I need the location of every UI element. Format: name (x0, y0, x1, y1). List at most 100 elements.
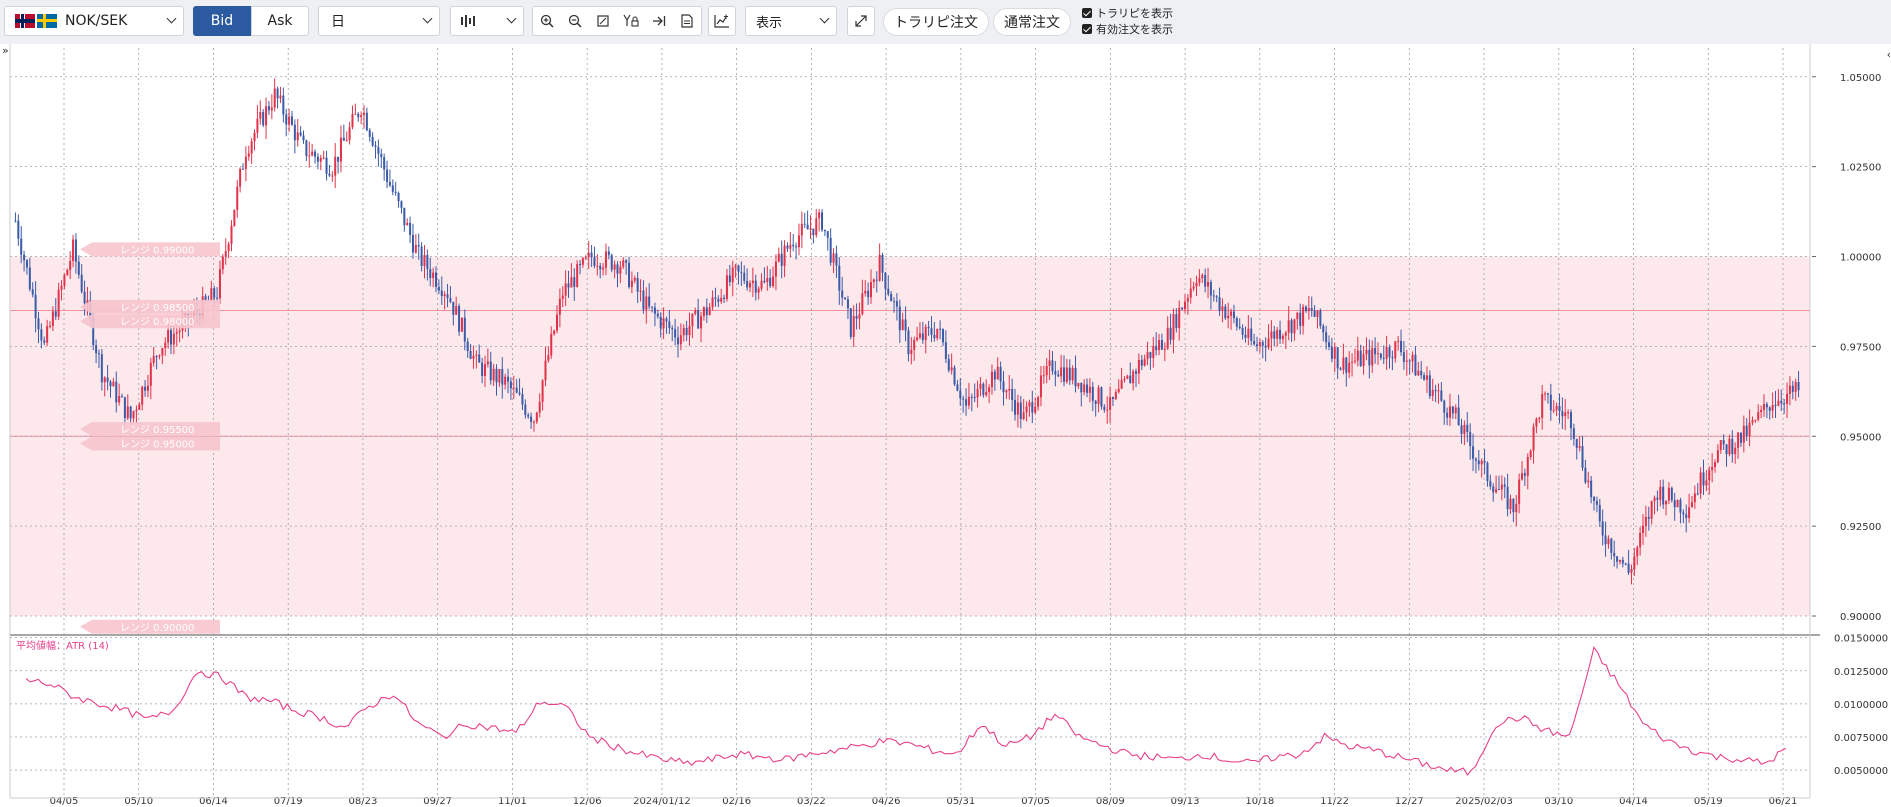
candle-body (1345, 357, 1348, 373)
candle-body (409, 222, 412, 236)
candle-body (1382, 357, 1385, 359)
candle-body (982, 383, 985, 396)
candle-body (146, 385, 149, 391)
currency-pair-select[interactable]: NOK/SEK (4, 6, 184, 36)
candle-body (584, 257, 587, 259)
candle-body (1062, 367, 1066, 382)
range-tag: レンジ 0.99000 (80, 242, 220, 257)
x-tick-label: 06/21 (1769, 796, 1798, 807)
candle-body (573, 277, 576, 287)
candle-body (1192, 286, 1195, 289)
display-select[interactable]: 表示 (745, 6, 837, 36)
candle-body (1276, 329, 1279, 339)
normal-order-button[interactable]: 通常注文 (993, 8, 1071, 36)
collapse-right-icon[interactable]: ‹ (1886, 48, 1891, 61)
candle-body (106, 377, 109, 382)
chevron-down-icon (422, 13, 433, 24)
candle-body (420, 246, 423, 266)
candle-body (1336, 347, 1339, 369)
candle-body (864, 290, 867, 294)
zoom-out-icon[interactable] (561, 7, 589, 35)
candle-body (1780, 400, 1783, 404)
candle-body (1356, 350, 1359, 361)
indicator-icon[interactable] (708, 6, 736, 36)
candle-body (944, 342, 947, 360)
chart-area[interactable]: 1.05000 1.02500 1.00000 0.97500 0.95000 0.925… (0, 44, 1891, 807)
x-tick-label: 03/10 (1544, 796, 1573, 807)
candle-body (1037, 397, 1040, 407)
candle-body (1126, 375, 1129, 379)
candle-body (230, 225, 233, 244)
candle-body (633, 278, 636, 281)
candle-body (388, 181, 391, 186)
candle-body (659, 316, 662, 329)
candle-body (1235, 318, 1238, 327)
show-trarip-checkbox[interactable]: トラリピを表示 (1082, 5, 1173, 21)
candle-body (1656, 497, 1659, 500)
candle-body (725, 275, 728, 300)
bid-button[interactable]: Bid (193, 6, 251, 36)
collapse-left-icon[interactable]: » (2, 44, 9, 57)
candle-body (1342, 357, 1345, 370)
candle-body (604, 251, 607, 268)
candle-body (1077, 382, 1080, 387)
candle-body (544, 360, 547, 381)
candle-body (553, 330, 556, 334)
candle-body (1014, 400, 1017, 415)
document-icon[interactable] (673, 7, 701, 35)
candle-body (1328, 342, 1331, 347)
fit-icon[interactable] (589, 7, 617, 35)
candle-body (1045, 365, 1048, 376)
show-active-orders-checkbox[interactable]: 有効注文を表示 (1082, 21, 1173, 37)
candle-body (1472, 446, 1475, 459)
candle-body (1060, 367, 1063, 377)
x-tick-label: 06/14 (199, 796, 228, 807)
x-tick-label: 05/19 (1694, 796, 1723, 807)
y-lock-icon[interactable] (617, 7, 645, 35)
candle-body (1601, 521, 1604, 536)
jump-end-icon[interactable] (645, 7, 673, 35)
candle-body (57, 289, 60, 317)
candle-body (1587, 480, 1590, 483)
candle-body (872, 279, 875, 283)
candle-body (60, 285, 63, 290)
candle-body (1581, 446, 1584, 468)
candle-body (1725, 444, 1728, 455)
candle-body (138, 404, 141, 410)
candle-body (1535, 418, 1538, 427)
candle-body (164, 342, 167, 349)
candle-body (1365, 349, 1368, 355)
candle-body (115, 381, 118, 403)
candle-body (1618, 559, 1621, 562)
candle-body (460, 317, 463, 332)
candle-body (610, 255, 613, 270)
candle-body (1688, 507, 1691, 519)
currency-pair-label: NOK/SEK (65, 13, 128, 29)
candle-body (342, 137, 345, 141)
candle-body (1149, 352, 1152, 358)
candle-body (449, 298, 452, 302)
price-chart[interactable]: 1.05000 1.02500 1.00000 0.97500 0.95000 0.925… (0, 44, 1891, 807)
candle-body (532, 421, 535, 423)
candle-body (774, 261, 777, 277)
candle-body (1696, 493, 1699, 495)
period-select[interactable]: 日 (318, 6, 440, 36)
x-tick-label: 05/31 (946, 796, 975, 807)
candle-body (509, 381, 512, 389)
candle-body (728, 275, 731, 283)
candle-body (1544, 393, 1547, 395)
candle-body (881, 254, 884, 273)
candle-body (797, 235, 800, 248)
candle-body (1238, 326, 1241, 328)
candle-body (1682, 512, 1685, 515)
candle-body (616, 264, 619, 274)
ask-button[interactable]: Ask (251, 6, 309, 36)
candle-body (953, 367, 956, 385)
zoom-in-icon[interactable] (533, 7, 561, 35)
fullscreen-icon[interactable] (847, 6, 875, 36)
chart-type-select[interactable] (450, 6, 524, 36)
candle-body (921, 333, 924, 340)
candle-body (1304, 306, 1307, 311)
candle-body (1708, 470, 1711, 481)
trarip-order-button[interactable]: トラリピ注文 (883, 8, 989, 36)
